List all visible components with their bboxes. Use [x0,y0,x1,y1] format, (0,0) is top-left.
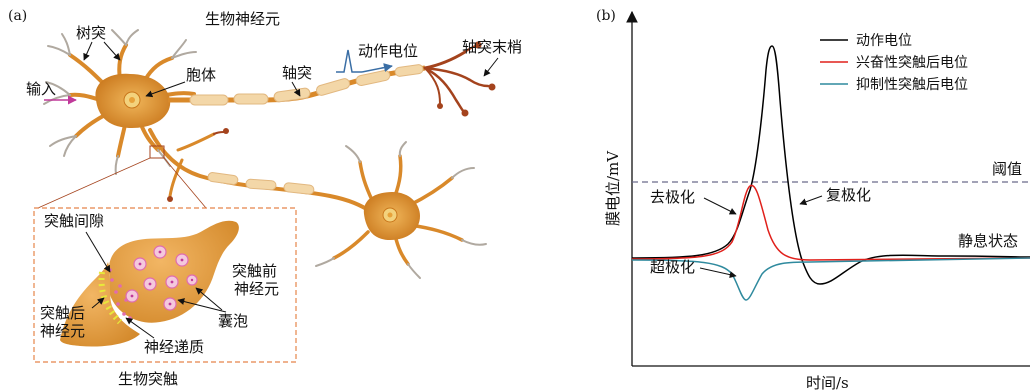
label-axon-terminal: 轴突末梢 [462,38,522,56]
label-neurotransmitter: 神经递质 [144,338,204,356]
label-presynaptic: 突触前神经元 [232,262,279,298]
label-soma: 胞体 [186,66,216,84]
x-axis-label: 时间/s [806,374,849,392]
action-potential-glyph [336,49,393,73]
legend-label-1: 兴奋性突触后电位 [856,55,968,71]
label-vesicle: 囊泡 [218,312,248,330]
curve-inhibitory-psp [631,257,1031,301]
label-resting: 静息状态 [958,232,1018,250]
neuron-1-dendrites [43,29,197,175]
nucleolus [129,97,135,103]
y-axis-label: 膜电位/mV [604,150,622,226]
panel-a-title: 生物神经元 [205,10,280,28]
label-repolarization: 复极化 [826,186,871,204]
label-hyperpolarization: 超极化 [650,258,695,276]
axon-terminal [423,41,496,117]
panel-a: (a) 生物神经元 [8,8,522,388]
curve-action-potential [631,45,1031,285]
axon-1 [168,64,426,106]
panel-a-tag: (a) [8,8,27,24]
legend-label-0: 动作电位 [856,33,912,49]
legend-label-2: 抑制性突触后电位 [856,77,968,93]
label-axon: 轴突 [282,64,312,82]
synapse-inset [60,220,239,347]
curve-excitatory-psp [631,184,1031,261]
label-action-potential: 动作电位 [358,42,418,60]
zoom-box [149,145,165,159]
label-synaptic-cleft: 突触间隙 [44,212,104,230]
label-dendrite: 树突 [76,24,106,42]
synapse-inset-frame [33,207,297,363]
legend: 动作电位 兴奋性突触后电位 抑制性突触后电位 [820,33,968,93]
inset-caption: 生物突触 [118,370,178,388]
threshold-label: 阈值 [992,160,1022,178]
label-depolarization: 去极化 [650,188,695,206]
panel-b: (b) 膜电位/mV 时间/s 阈值 去极化 复极化 超极化 静息状态 动作电位… [596,8,1031,392]
label-input: 输入 [26,80,56,98]
label-postsynaptic: 突触后神经元 [40,304,85,340]
panel-b-tag: (b) [596,8,616,24]
